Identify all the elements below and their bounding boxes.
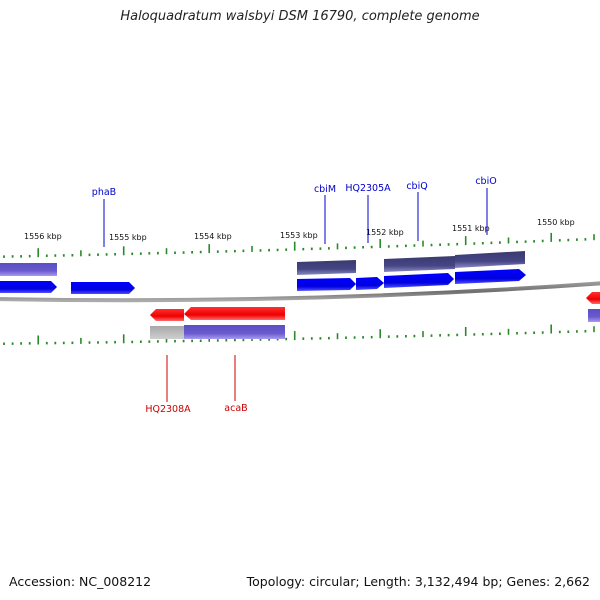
gene-feature[interactable]	[150, 326, 184, 339]
gene-feature[interactable]	[588, 309, 600, 322]
cds-reverse-track	[150, 292, 600, 321]
gene-label-phaB[interactable]: phaB	[92, 187, 116, 198]
cds-arrow-forward[interactable]	[71, 282, 135, 294]
gene-label-HQ2308A[interactable]: HQ2308A	[145, 404, 191, 415]
cds-arrow-forward[interactable]	[297, 278, 356, 291]
gene-label-cbiO[interactable]: cbiO	[475, 176, 496, 187]
scale-ticks-top	[3, 232, 595, 258]
scale-label: 1554 kbp	[194, 232, 232, 241]
gene-labels-upper: phaB cbiM HQ2305A cbiQ cbiO	[92, 176, 497, 247]
scale-label: 1555 kbp	[109, 233, 147, 242]
cds-arrow-forward[interactable]	[455, 269, 526, 284]
genome-summary-text: Topology: circular; Length: 3,132,494 bp…	[246, 574, 590, 589]
gene-feature[interactable]	[384, 256, 455, 272]
genome-backbone	[0, 281, 600, 303]
cds-arrow-reverse[interactable]	[150, 309, 184, 321]
scale-label: 1552 kbp	[366, 228, 404, 237]
scale-label: 1553 kbp	[280, 231, 318, 240]
gene-feature[interactable]	[0, 263, 57, 276]
gene-label-acaB[interactable]: acaB	[224, 403, 247, 414]
accession-text: Accession: NC_008212	[9, 574, 152, 589]
gene-label-cbiQ[interactable]: cbiQ	[406, 181, 427, 192]
gene-label-cbiM[interactable]: cbiM	[314, 184, 336, 195]
gene-track-upper	[0, 251, 525, 276]
cds-arrow-forward[interactable]	[0, 281, 57, 293]
cds-arrow-reverse[interactable]	[586, 292, 600, 304]
cds-forward-track	[0, 269, 526, 294]
scale-label: 1556 kbp	[24, 232, 62, 241]
cds-arrow-forward[interactable]	[384, 273, 454, 288]
gene-labels-lower: HQ2308A acaB	[145, 355, 248, 415]
cds-arrow-forward[interactable]	[356, 277, 384, 290]
cds-arrow-reverse[interactable]	[184, 307, 285, 320]
scale-label: 1550 kbp	[537, 218, 575, 227]
gene-label-HQ2305A[interactable]: HQ2305A	[345, 183, 391, 194]
gene-track-lower	[150, 309, 600, 339]
scale-labels: 1556 kbp 1555 kbp 1554 kbp 1553 kbp 1552…	[24, 218, 575, 242]
map-title: Haloquadratum walsbyi DSM 16790, complet…	[120, 9, 480, 24]
scale-label: 1551 kbp	[452, 224, 490, 233]
gene-feature[interactable]	[184, 325, 285, 339]
gene-feature[interactable]	[455, 251, 525, 268]
scale-ticks-bottom	[3, 324, 595, 345]
gene-feature[interactable]	[297, 260, 356, 275]
